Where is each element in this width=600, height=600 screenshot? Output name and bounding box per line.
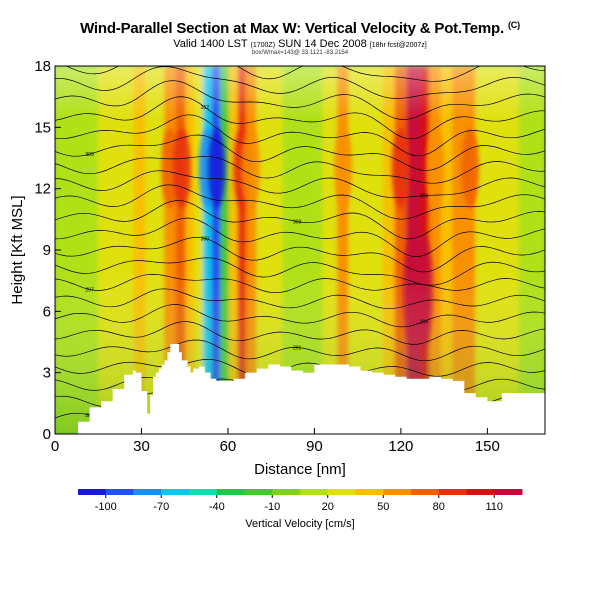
y-tick-label: 6 [43,303,51,320]
contour-label: 309 [85,152,94,158]
colorbar-tick-label: -10 [264,501,280,513]
y-axis-ticks: 0 3 6 9 12 15 18 [34,58,61,443]
chart-subtitle: Valid 1400 LST (1700Z) SUN 14 Dec 2008 [… [0,38,600,50]
isentrope-line [55,114,545,157]
colorbar-tick-label: -100 [95,501,117,513]
x-axis-ticks: 0 30 60 90 120 150 [51,428,500,455]
y-tick-label: 12 [34,181,51,198]
isentrope-line [55,96,545,140]
plot-area: 285288291294297300303306309312 [55,66,545,434]
y-tick-label: 15 [34,119,51,136]
colorbar-tick-label: 80 [433,501,445,513]
contour-label: 300 [201,236,210,242]
isentrope-line [55,156,545,184]
colorbar-swatch [133,489,162,495]
isentrope-line [55,339,545,362]
colorbar-tick-label: 50 [377,501,389,513]
colorbar-swatch [161,489,190,495]
isentrope-line [55,134,545,171]
y-axis-label: Height [Kft MSL] [9,195,26,304]
x-tick-label: 150 [475,438,500,455]
isentrope-line [55,66,545,99]
colorbar-swatch [355,489,384,495]
y-tick-label: 3 [43,365,51,382]
colorbar: -100 -70 -40 -10 20 50 80 110 [78,489,523,513]
isentrope-line [55,257,545,286]
chart-location-line: box/Wmax=143@ 33.1121 -83.2154 [251,50,349,56]
colorbar-tick-label: -40 [209,501,225,513]
y-tick-label: 0 [43,426,51,443]
contour-label: 303 [293,220,302,226]
isentrope-line [55,170,545,199]
x-tick-label: 90 [306,438,323,455]
colorbar-swatch [272,489,301,495]
colorbar-swatch [216,489,245,495]
valid-utc: (1700Z) [250,42,276,49]
forecast-run: [18hr fcst@2007z] [369,42,427,49]
contour-label: 297 [85,288,94,294]
contour-label: 294 [420,319,429,325]
isentrope-line [55,359,545,377]
colorbar-swatch [189,489,218,495]
x-axis-label: Distance [nm] [254,461,346,478]
colorbar-tick-label: -70 [153,501,169,513]
isentrope-line [55,288,545,310]
y-tick-label: 9 [43,242,51,259]
contour-label: 312 [201,105,210,111]
colorbar-swatch [383,489,412,495]
title-text: Wind-Parallel Section at Max W: Vertical… [80,20,504,37]
y-tick-label: 18 [34,58,51,75]
isentrope-line [55,217,545,257]
isentrope-line [55,274,545,294]
colorbar-tick-label: 20 [322,501,334,513]
isentrope-line [55,184,545,220]
valid-time: Valid 1400 LST [173,38,248,50]
colorbar-tick-label: 110 [485,501,503,513]
valid-date: SUN 14 Dec 2008 [278,38,367,50]
contour-label: 306 [420,194,429,200]
colorbar-swatch [411,489,440,495]
isentrope-line [55,80,545,120]
colorbar-swatch [105,489,134,495]
x-tick-label: 60 [220,438,237,455]
contour-label: 291 [293,345,302,351]
colorbar-swatch [438,489,467,495]
isentrope-line [55,321,545,345]
colorbar-swatch [300,489,329,495]
colorbar-swatch [466,489,495,495]
isentrope-line [65,66,545,82]
colorbar-swatch [494,489,523,495]
copyright-mark: (C) [508,20,520,30]
colorbar-swatch [327,489,356,495]
colorbar-swatch [78,489,107,495]
terrain [55,344,545,434]
x-tick-label: 120 [388,438,413,455]
isentrope-line [55,236,545,273]
colorbar-label: Vertical Velocity [cm/s] [245,518,354,530]
x-tick-label: 0 [51,438,59,455]
isentrope-line [55,304,545,328]
colorbar-swatch [244,489,273,495]
isentrope-line [55,200,545,240]
x-tick-label: 30 [133,438,150,455]
chart-title: Wind-Parallel Section at Max W: Vertical… [0,20,600,37]
